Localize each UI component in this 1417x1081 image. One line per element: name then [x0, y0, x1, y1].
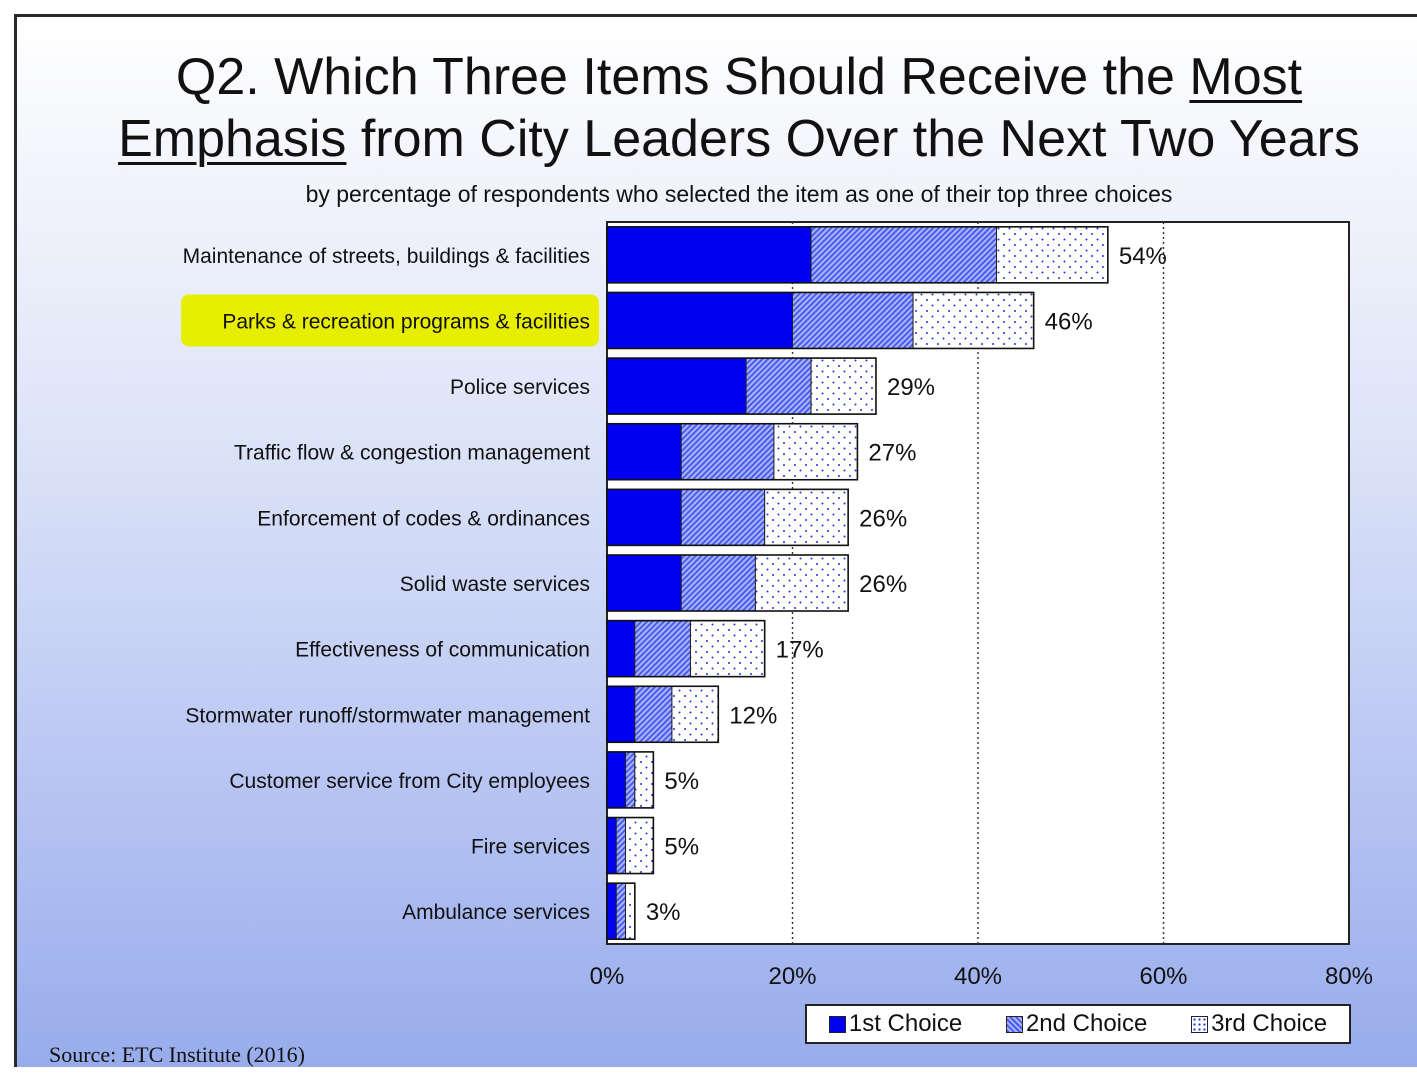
- bar-segment: [792, 291, 914, 349]
- value-label: 3%: [646, 899, 681, 926]
- x-tick-label: 20%: [768, 963, 816, 990]
- bar-outline: [606, 291, 1035, 350]
- category-label: Solid waste services: [400, 573, 590, 596]
- title-underlined-emphasis: Emphasis: [118, 110, 347, 168]
- bar-segment: [606, 751, 627, 809]
- category-label: Fire services: [471, 836, 590, 859]
- category-label: Parks & recreation programs & facilities: [222, 310, 590, 333]
- legend-swatch-2nd: [1005, 1015, 1023, 1033]
- title-plain-part-2: from City Leaders Over the Next Two Year…: [346, 110, 1360, 168]
- bar-segment: [606, 554, 682, 612]
- chart-title-line-2: Emphasis from City Leaders Over the Next…: [39, 113, 1417, 165]
- bar-segment: [606, 291, 793, 349]
- bar-segment: [634, 685, 673, 743]
- value-label: 5%: [664, 834, 699, 861]
- title-underlined-most: Most: [1189, 48, 1303, 106]
- bar-segment: [606, 488, 682, 546]
- bar-segment: [615, 882, 627, 940]
- bar-segment: [625, 817, 654, 875]
- bar-outline: [606, 422, 859, 481]
- bar-segment: [810, 357, 877, 415]
- bar-outline: [606, 357, 877, 415]
- bar-segment: [680, 488, 766, 546]
- bar-segment: [606, 817, 617, 875]
- category-label: Traffic flow & congestion management: [234, 442, 590, 465]
- x-tick-label: 80%: [1325, 963, 1373, 990]
- bar-segment: [912, 291, 1035, 349]
- source-note: Source: ETC Institute (2016): [49, 1042, 306, 1067]
- value-label: 17%: [776, 637, 824, 664]
- bar-segment: [680, 423, 775, 481]
- x-tick-label: 60%: [1139, 963, 1187, 990]
- legend-item-2nd: 2nd Choice: [1005, 1010, 1148, 1038]
- bar-outline: [606, 226, 1109, 284]
- label-highlight: [181, 294, 599, 347]
- x-tick-label: 40%: [954, 963, 1002, 990]
- category-label: Police services: [450, 376, 590, 399]
- bar-outline: [606, 619, 766, 678]
- title-plain-part: Q2. Which Three Items Should Receive the: [175, 48, 1190, 106]
- bar-outline: [606, 488, 849, 547]
- bar-segment: [754, 554, 849, 612]
- bar-segment: [671, 685, 719, 743]
- legend-label-2nd: 2nd Choice: [1025, 1010, 1148, 1037]
- bar-outline: [606, 882, 636, 940]
- bar-segment: [745, 357, 812, 415]
- bar-segment: [634, 751, 654, 809]
- value-label: 5%: [664, 768, 699, 795]
- category-label: Ambulance services: [402, 901, 590, 924]
- x-tick-label: 0%: [590, 963, 625, 990]
- bar-segment: [996, 226, 1109, 284]
- category-label: Effectiveness of communication: [295, 639, 590, 662]
- bar-segment: [689, 620, 766, 678]
- bar-segment: [606, 423, 682, 481]
- bar-outline: [606, 554, 849, 612]
- bar-segment: [773, 423, 858, 481]
- value-label: 26%: [859, 571, 907, 598]
- bar-segment: [634, 620, 691, 678]
- bar-segment: [606, 620, 636, 678]
- bar-segment: [606, 357, 747, 415]
- category-label: Enforcement of codes & ordinances: [257, 507, 590, 530]
- bar-segment: [625, 882, 636, 940]
- legend-item-3rd: 3rd Choice: [1191, 1010, 1327, 1038]
- value-label: 29%: [887, 374, 935, 401]
- category-label: Stormwater runoff/stormwater management: [185, 704, 590, 727]
- chart-subtitle: by percentage of respondents who selecte…: [305, 181, 1173, 207]
- bar-segment: [680, 554, 756, 612]
- bar-outline: [606, 751, 655, 809]
- legend-item-1st: 1st Choice: [828, 1010, 963, 1038]
- bar-segment: [606, 685, 636, 743]
- bar-segment: [625, 751, 636, 809]
- bar-segment: [764, 488, 849, 546]
- category-label: Maintenance of streets, buildings & faci…: [183, 245, 590, 268]
- value-label: 46%: [1045, 308, 1093, 335]
- value-label: 27%: [868, 440, 916, 467]
- bar-segment: [615, 817, 627, 875]
- bar-segment: [606, 226, 812, 284]
- value-label: 12%: [729, 702, 777, 729]
- chart-legend: 1st Choice 2nd Choice 3rd Choice: [805, 1004, 1351, 1044]
- bar-outline: [606, 685, 720, 744]
- legend-label-3rd: 3rd Choice: [1211, 1010, 1328, 1037]
- chart-title-line-1: Q2. Which Three Items Should Receive the…: [39, 51, 1417, 103]
- legend-swatch-3rd: [1191, 1015, 1209, 1033]
- bar-segment: [606, 882, 617, 940]
- bar-outline: [606, 816, 655, 875]
- category-label: Customer service from City employees: [229, 770, 590, 793]
- value-label: 26%: [859, 505, 907, 532]
- legend-label-1st: 1st Choice: [848, 1010, 963, 1037]
- bar-segment: [810, 226, 998, 284]
- value-label: 54%: [1119, 243, 1167, 270]
- legend-swatch-1st: [828, 1015, 846, 1033]
